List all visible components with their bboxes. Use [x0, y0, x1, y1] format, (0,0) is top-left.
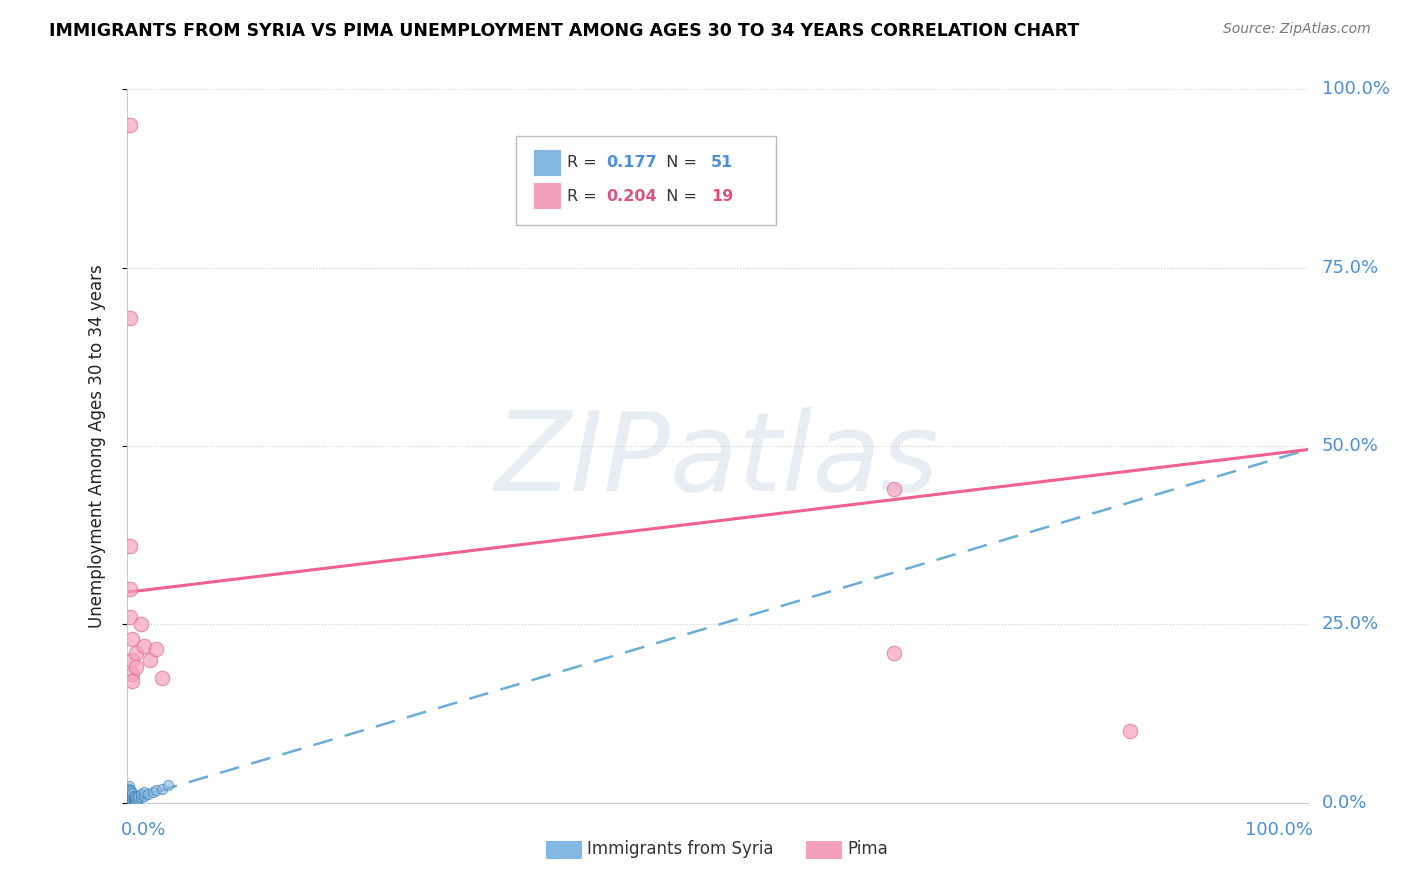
Point [118, 791, 141, 805]
Point [125, 794, 148, 808]
Point [120, 794, 142, 808]
Point [121, 794, 143, 808]
Text: N =: N = [655, 189, 702, 203]
Bar [806, 840, 841, 858]
Point [118, 789, 141, 803]
Point [117, 787, 139, 801]
Text: IMMIGRANTS FROM SYRIA VS PIMA UNEMPLOYMENT AMONG AGES 30 TO 34 YEARS CORRELATION: IMMIGRANTS FROM SYRIA VS PIMA UNEMPLOYME… [49, 22, 1080, 40]
Point [120, 582, 142, 596]
Text: 100.0%: 100.0% [1322, 80, 1389, 98]
Point [141, 785, 163, 799]
Point [121, 632, 143, 646]
Text: 100.0%: 100.0% [1246, 821, 1313, 838]
Point [121, 653, 143, 667]
Text: R =: R = [567, 155, 602, 170]
Point [120, 792, 142, 806]
Point [121, 791, 143, 805]
Text: 50.0%: 50.0% [1322, 437, 1379, 455]
Text: 0.204: 0.204 [606, 189, 657, 203]
Point [122, 796, 145, 810]
Point [124, 790, 146, 805]
Point [883, 646, 905, 660]
Point [118, 794, 141, 808]
Text: 0.0%: 0.0% [1322, 794, 1367, 812]
Bar [534, 150, 560, 175]
Point [117, 791, 139, 805]
FancyBboxPatch shape [516, 136, 776, 225]
Bar [546, 840, 581, 858]
Point [120, 539, 142, 553]
Point [1119, 724, 1142, 739]
Point [118, 796, 141, 810]
Point [883, 482, 905, 496]
Text: N =: N = [655, 155, 702, 170]
Text: 0.0%: 0.0% [121, 821, 166, 838]
Point [121, 786, 143, 800]
Point [125, 660, 148, 674]
Point [145, 642, 167, 657]
Point [129, 787, 152, 801]
Text: Pima: Pima [846, 840, 887, 858]
Point [125, 790, 148, 805]
Point [125, 646, 148, 660]
Text: Immigrants from Syria: Immigrants from Syria [588, 840, 773, 858]
Point [124, 794, 146, 808]
Point [121, 674, 143, 689]
Point [139, 653, 162, 667]
Point [118, 781, 141, 796]
Point [117, 783, 139, 797]
Point [134, 789, 156, 803]
Point [117, 796, 139, 810]
Point [156, 778, 179, 792]
Text: 0.177: 0.177 [606, 155, 657, 170]
Point [150, 671, 173, 685]
Point [117, 785, 139, 799]
Point [129, 617, 152, 632]
Point [120, 784, 142, 798]
Point [120, 796, 142, 810]
Point [127, 792, 149, 806]
Text: ZIPatlas: ZIPatlas [495, 407, 939, 514]
Y-axis label: Unemployment Among Ages 30 to 34 years: Unemployment Among Ages 30 to 34 years [87, 264, 105, 628]
Point [120, 310, 142, 325]
Point [122, 789, 145, 803]
Point [117, 790, 139, 805]
Point [120, 790, 142, 805]
Point [117, 794, 139, 808]
Point [120, 118, 142, 132]
Point [127, 789, 149, 803]
Point [122, 792, 145, 806]
Point [117, 789, 139, 803]
Text: 75.0%: 75.0% [1322, 259, 1379, 277]
Text: 25.0%: 25.0% [1322, 615, 1379, 633]
Point [129, 790, 152, 805]
Point [117, 781, 139, 796]
Point [118, 787, 141, 801]
Text: Source: ZipAtlas.com: Source: ZipAtlas.com [1223, 22, 1371, 37]
Point [120, 610, 142, 624]
Point [118, 780, 141, 794]
Text: 51: 51 [711, 155, 734, 170]
Bar [534, 184, 560, 209]
Point [120, 793, 142, 807]
Point [120, 790, 142, 805]
Point [118, 784, 141, 798]
Point [120, 783, 142, 797]
Point [136, 787, 159, 801]
Point [121, 789, 143, 803]
Text: R =: R = [567, 189, 602, 203]
Point [117, 793, 139, 807]
Point [134, 639, 156, 653]
Point [134, 785, 156, 799]
Point [150, 781, 173, 796]
Point [145, 783, 167, 797]
Text: 19: 19 [711, 189, 734, 203]
Point [120, 787, 142, 801]
Point [121, 667, 143, 681]
Point [120, 787, 142, 801]
Point [120, 785, 142, 799]
